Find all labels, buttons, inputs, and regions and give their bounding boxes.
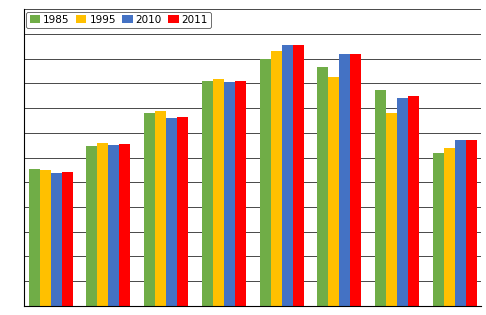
Bar (98, 143, 108, 306)
Bar (329, 77, 339, 306)
Bar (155, 111, 166, 306)
Bar (87, 146, 98, 306)
Bar (317, 67, 329, 306)
Bar (281, 45, 293, 306)
Bar (260, 59, 271, 306)
Bar (293, 45, 304, 306)
Bar (466, 140, 477, 306)
Bar (397, 98, 408, 306)
Bar (40, 170, 51, 306)
Bar (224, 83, 235, 306)
Bar (455, 140, 466, 306)
Bar (144, 113, 155, 306)
Bar (108, 145, 120, 306)
Bar (350, 54, 361, 306)
Bar (408, 96, 419, 306)
Bar (202, 81, 213, 306)
Bar (120, 144, 130, 306)
Bar (271, 51, 281, 306)
Bar (339, 54, 350, 306)
Bar (433, 152, 444, 306)
Bar (177, 117, 188, 306)
Bar (166, 118, 177, 306)
Bar (375, 90, 386, 306)
Bar (386, 113, 397, 306)
Bar (29, 169, 40, 306)
Bar (51, 173, 62, 306)
Bar (235, 81, 246, 306)
Legend: 1985, 1995, 2010, 2011: 1985, 1995, 2010, 2011 (26, 12, 211, 28)
Bar (444, 148, 455, 306)
Bar (213, 78, 224, 306)
Bar (62, 172, 72, 306)
